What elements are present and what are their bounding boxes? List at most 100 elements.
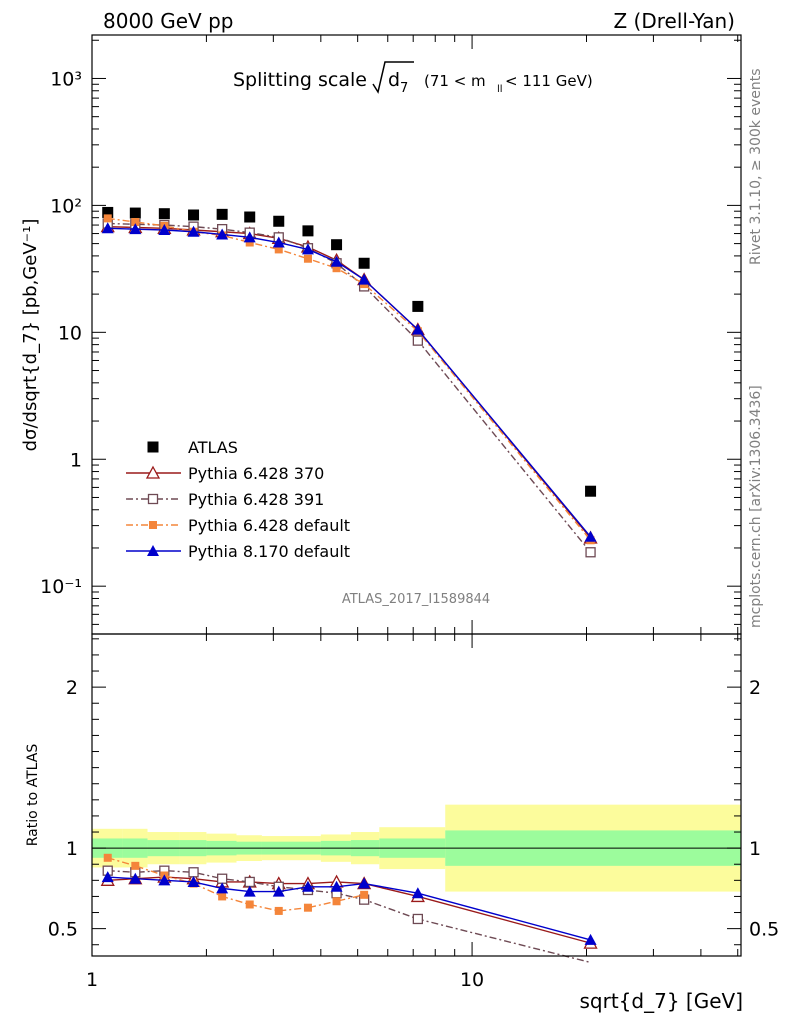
legend-marker-pdef	[149, 521, 157, 529]
main-point-data	[302, 225, 314, 237]
title-range-sub: ll	[497, 84, 503, 95]
ratio-point-p391	[188, 867, 199, 878]
chart-title: Splitting scale d 7 (71 < m ll < 111 GeV…	[233, 61, 593, 96]
main-point-data	[358, 257, 370, 269]
main-point-pdef	[274, 245, 283, 254]
mcplots-label: mcplots.cern.ch [arXiv:1306.3436]	[748, 385, 764, 628]
main-ylabel-text: dσ/dsqrt{d_7} [pb,GeV⁻¹]	[20, 219, 41, 452]
header-right: Z (Drell-Yan)	[613, 9, 735, 33]
main-line-p391	[107, 222, 592, 553]
ratio-point-p8	[216, 882, 229, 894]
ratio-ylabel: Ratio to ATLAS	[25, 744, 41, 847]
legend-label-p391: Pythia 6.428 391	[188, 490, 324, 509]
ratio-point-p8	[243, 885, 256, 897]
legend-label-p8: Pythia 8.170 default	[188, 542, 350, 561]
ratio-point-p391	[412, 913, 423, 925]
main-point-data	[129, 207, 141, 219]
ratio-point-p391	[244, 876, 255, 888]
main-point-pdef	[103, 214, 112, 223]
main-point-p8	[272, 236, 285, 248]
ratio-point-p8	[158, 874, 171, 886]
ratio-point-pdef	[274, 906, 283, 915]
main-point-p8	[243, 231, 256, 243]
main-y-tick-label: 10	[58, 322, 82, 344]
ratio-y-tick-label-right: 0.5	[749, 919, 779, 941]
main-point-pdef	[131, 217, 140, 226]
ratio-y-tick-label: 0.5	[48, 919, 78, 941]
rivet-label: Rivet 3.1.10, ≥ 300k events	[748, 68, 764, 265]
ratio-point-p8	[129, 872, 142, 884]
title-range: (71 < m	[424, 72, 486, 90]
legend-label-data: ATLAS	[188, 438, 238, 457]
main-point-data	[158, 208, 170, 220]
ratio-plot-area: 1 10 0.5 0.5 1 1 2 2	[48, 633, 779, 991]
legend-label-pdef: Pythia 6.428 default	[188, 516, 350, 535]
main-point-data	[188, 209, 200, 221]
main-point-data	[102, 206, 114, 218]
main-y-tick-label: 10²	[50, 195, 82, 217]
legend-marker-p8	[147, 545, 159, 556]
main-point-pdef	[303, 254, 312, 263]
main-y-tick-label: 1	[70, 449, 82, 471]
ratio-point-pdef	[360, 890, 369, 899]
main-point-p8	[101, 222, 114, 234]
main-plot-area: 10⁻¹ 1 10 10² 10³	[40, 34, 742, 635]
ratio-point-pdef	[218, 892, 227, 901]
legend-marker-p370	[145, 465, 161, 479]
main-ylabel: dσ/dsqrt{d_7} [pb,GeV⁻¹]	[20, 219, 41, 452]
ratio-point-p8	[330, 880, 343, 892]
legend: ATLAS Pythia 6.428 370 Pythia 6.428 391 Pyt…	[126, 438, 350, 561]
main-point-p8	[584, 530, 597, 542]
legend-label-p370: Pythia 6.428 370	[188, 464, 324, 483]
ratio-point-p8	[358, 877, 371, 889]
main-point-data	[585, 485, 597, 497]
ratio-line-pdef	[107, 857, 365, 912]
ratio-point-p8	[584, 933, 597, 945]
main-point-p391	[412, 335, 423, 346]
ratio-point-p8	[187, 875, 200, 887]
main-line-p8	[107, 227, 592, 538]
ratio-point-p8	[101, 871, 114, 883]
main-line-pdef	[107, 217, 592, 541]
ratio-frame	[91, 633, 742, 957]
main-point-data	[216, 208, 228, 220]
main-point-data	[331, 239, 343, 251]
main-point-p8	[158, 223, 171, 235]
main-point-p8	[358, 273, 371, 285]
analysis-watermark: ATLAS_2017_I1589844	[342, 592, 490, 607]
ratio-point-pdef	[245, 900, 254, 909]
ratio-y-tick-label-right: 1	[749, 838, 761, 860]
title-var: d	[388, 69, 400, 91]
main-point-p8	[129, 223, 142, 235]
ratio-point-pdef	[332, 897, 341, 906]
x-axis-label: sqrt{d_7} [GeV]	[580, 989, 744, 1013]
main-y-tick-label: 10⁻¹	[40, 576, 82, 598]
x-tick-label: 10	[460, 969, 484, 991]
main-point-p8	[187, 225, 200, 237]
main-point-data	[273, 215, 285, 227]
ratio-point-pdef	[131, 861, 140, 870]
ratio-point-pdef	[303, 903, 312, 912]
ratio-point-p391	[216, 873, 228, 884]
title-main: Splitting scale	[233, 69, 367, 91]
main-point-pdef	[332, 264, 341, 273]
legend-marker-p391	[147, 493, 159, 505]
x-tick-label: 1	[86, 969, 98, 991]
title-sub: 7	[400, 81, 408, 96]
main-point-p8	[411, 323, 424, 335]
main-point-data	[412, 300, 424, 312]
title-range-end: < 111 GeV)	[505, 72, 593, 90]
ratio-line-p8	[107, 876, 591, 941]
ratio-y-tick-label-right: 2	[749, 677, 761, 699]
main-point-p391	[585, 547, 596, 558]
legend-marker-data	[147, 441, 159, 453]
main-y-tick-label: 10³	[50, 68, 82, 90]
sqrt-symbol-icon	[372, 61, 414, 94]
ratio-point-p8	[272, 885, 285, 897]
main-point-p8	[330, 255, 343, 267]
main-point-pdef	[245, 238, 254, 247]
main-point-p8	[216, 228, 229, 240]
main-point-data	[244, 211, 256, 223]
ratio-point-p8	[411, 887, 424, 899]
